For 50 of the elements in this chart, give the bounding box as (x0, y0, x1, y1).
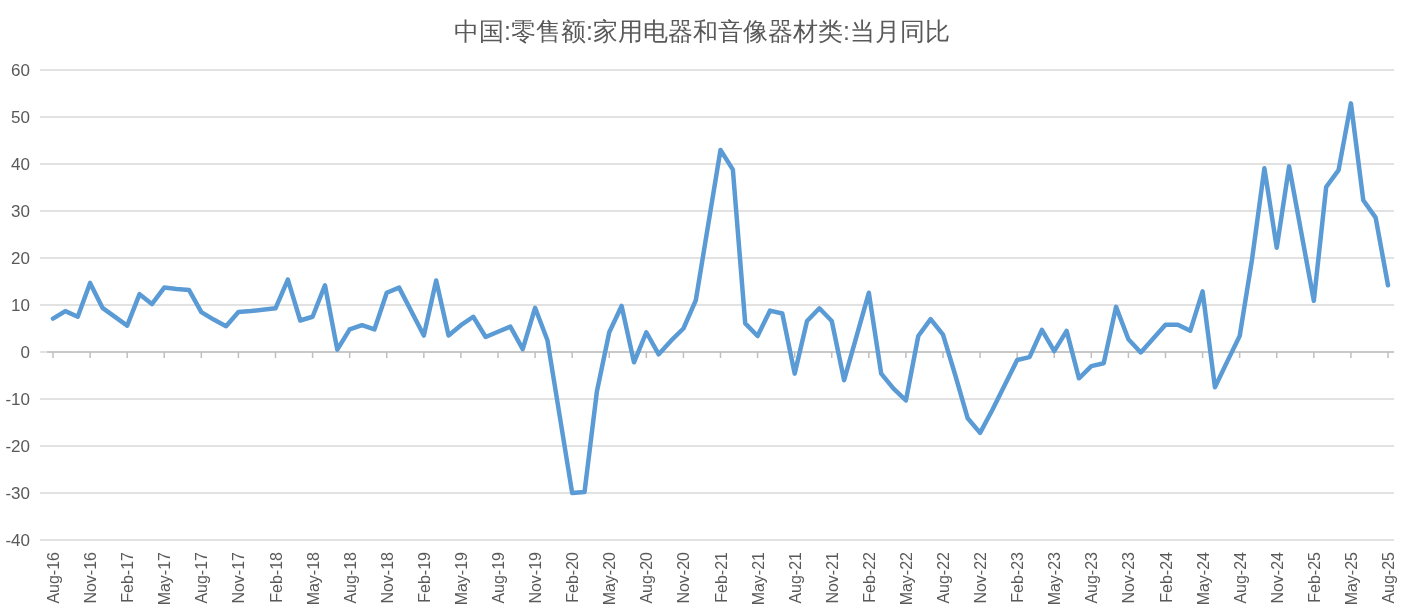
x-tick-label: Aug-16 (45, 551, 62, 604)
x-tick-label: Aug-17 (193, 551, 211, 604)
x-tick-label: Feb-20 (564, 551, 582, 603)
x-tick-label: Feb-19 (415, 551, 433, 603)
line-series (50, 101, 1391, 496)
x-tick-label: May-21 (749, 551, 767, 606)
x-tick-label: Nov-16 (82, 551, 100, 604)
x-tick-label: Feb-17 (119, 551, 137, 603)
x-tick-label: Aug-18 (341, 551, 359, 604)
x-tick-label: May-24 (1194, 551, 1212, 606)
x-tick-label: Feb-21 (712, 551, 730, 603)
y-tick-label: 20 (11, 249, 30, 268)
x-tick-label: May-23 (1046, 551, 1064, 606)
y-tick-label: 60 (11, 61, 30, 80)
x-tick-label: May-17 (156, 551, 174, 606)
x-tick-label: Aug-21 (786, 551, 804, 604)
x-tick-label: Feb-24 (1157, 551, 1175, 603)
y-tick-label: 30 (11, 202, 30, 221)
x-tick-label: Nov-17 (230, 551, 248, 604)
x-tick-label: Aug-24 (1231, 551, 1249, 604)
x-tick-label: Aug-19 (490, 551, 507, 604)
x-tick-label: May-19 (452, 551, 470, 606)
x-tick-label: Aug-22 (935, 551, 952, 604)
x-tick-label: Aug-25 (1380, 551, 1397, 604)
x-tick-label: Feb-22 (860, 551, 878, 603)
x-tick-label: May-22 (897, 551, 915, 606)
y-tick-label: -30 (5, 484, 30, 503)
y-tick-label: 40 (11, 155, 30, 174)
x-tick-label: May-18 (304, 551, 322, 606)
y-tick-label: -40 (5, 531, 30, 550)
y-tick-label: 0 (20, 343, 30, 362)
x-tick-label: Nov-19 (527, 551, 545, 604)
x-tick-label: Nov-23 (1120, 551, 1138, 604)
chart-title: 中国:零售额:家用电器和音像器材类:当月同比 (454, 17, 950, 45)
x-tick-label: Aug-20 (638, 551, 656, 604)
x-tick-label: Feb-23 (1009, 551, 1027, 603)
x-tick-label: Nov-18 (378, 551, 396, 604)
y-tick-label: 10 (11, 296, 30, 315)
x-tick-label: Nov-22 (972, 551, 990, 604)
x-tick-label: Feb-25 (1305, 551, 1323, 603)
x-tick-label: Feb-18 (267, 551, 285, 603)
x-tick-label: May-20 (601, 551, 619, 606)
y-tick-label: -10 (5, 390, 30, 409)
x-tick-label: Nov-24 (1268, 551, 1286, 604)
x-tick-label: Aug-23 (1083, 551, 1101, 604)
x-tick-label: Nov-20 (675, 551, 693, 604)
x-tick-label: Nov-21 (823, 551, 841, 604)
y-tick-label: -20 (5, 437, 30, 456)
x-tick-label: May-25 (1342, 551, 1360, 606)
y-tick-label: 50 (11, 108, 30, 127)
